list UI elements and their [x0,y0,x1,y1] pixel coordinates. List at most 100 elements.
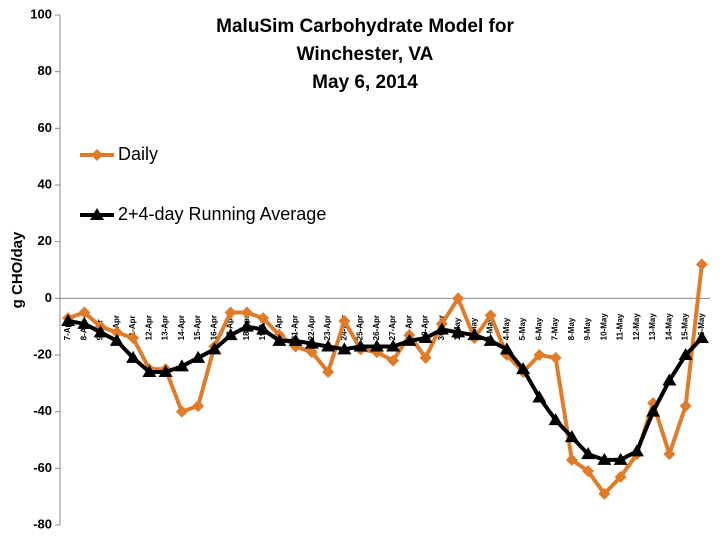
y-axis-title: g CHO/day [9,231,26,308]
x-tick-label: 12-May [632,313,641,341]
y-tick-label: 0 [45,290,52,305]
x-tick-label: 12-Apr [144,315,153,340]
point [402,333,417,346]
point [484,309,497,322]
point [337,342,352,355]
x-tick-label: 15-Apr [193,315,202,340]
point [174,359,189,372]
point [695,258,708,271]
x-tick-label: 7-Apr [63,319,72,340]
x-tick-label: 9-May [583,317,592,340]
legend-label: Daily [118,144,158,164]
point [452,292,465,305]
x-tick-label: 8-May [567,317,576,340]
point [581,447,596,460]
x-tick-label: 26-Apr [372,315,381,340]
point [386,339,401,352]
point [239,319,254,332]
x-tick-label: 2-May [469,317,478,340]
series-line [67,264,704,496]
point [662,373,677,386]
y-tick-label: 100 [30,6,52,21]
chart-title: Winchester, VA [297,44,434,65]
point [499,342,514,355]
point [127,332,140,344]
point [257,312,270,325]
x-tick-label: 15-May [681,313,690,341]
chart-title: MaluSim Carbohydrate Model for [216,16,514,37]
point [564,430,579,443]
point [175,405,188,418]
point [533,349,546,361]
x-tick-label: 11-Apr [128,315,137,340]
point [272,333,287,346]
point [256,322,271,335]
point [598,487,611,500]
x-tick-label: 4-May [502,317,511,340]
x-tick-label: 25-Apr [356,315,365,340]
point [629,444,644,457]
point [77,316,92,329]
point [483,333,498,346]
point [353,339,368,352]
point [224,306,237,319]
legend-marker [91,149,103,161]
point [321,339,336,352]
series-line [67,319,704,462]
legend-marker [90,208,104,220]
x-tick-label: 5-May [518,317,527,340]
point [322,366,335,378]
point [61,314,76,326]
point [223,328,238,341]
point [387,354,400,367]
x-tick-label: 22-Apr [307,315,316,340]
point [597,452,612,465]
point [548,413,563,426]
point [93,325,108,338]
x-tick-label: 20-Apr [274,315,283,340]
point [694,331,709,343]
point [192,400,205,412]
y-tick-label: 60 [38,120,52,135]
point [434,322,449,335]
y-tick-label: -60 [33,460,52,475]
x-tick-label: 13-Apr [161,315,170,340]
x-tick-label: 7-May [551,317,560,340]
x-tick-label: 8-Apr [79,319,88,340]
point [207,342,222,355]
point [678,348,693,360]
point [288,333,303,346]
point [614,470,627,483]
point [549,351,562,364]
point [646,404,661,417]
x-tick-label: 16-Apr [209,315,218,340]
point [451,325,466,338]
x-tick-label: 14-Apr [177,315,186,340]
point [304,336,319,349]
point [663,448,676,461]
y-tick-label: -40 [33,403,52,418]
x-tick-label: 29-Apr [421,315,430,340]
x-tick-label: 10-May [599,313,608,341]
y-tick-label: -20 [33,346,52,361]
x-tick-label: 11-May [616,313,625,340]
point [532,390,547,403]
point [338,315,351,327]
point [191,350,206,363]
point [158,365,173,377]
x-tick-label: 3-May [486,317,495,340]
legend-label: 2+4-day Running Average [118,204,326,224]
x-tick-label: 16-May [697,313,706,341]
point [78,306,91,319]
x-tick-label: 6-May [534,317,543,340]
x-tick-label: 17-Apr [226,315,235,340]
point [679,400,692,412]
point [126,350,141,363]
point [582,465,595,478]
x-tick-label: 28-Apr [404,315,413,340]
x-tick-label: 21-Apr [291,315,300,340]
point [240,306,253,319]
point [516,362,531,375]
y-tick-label: 40 [38,176,52,191]
point [419,351,432,364]
